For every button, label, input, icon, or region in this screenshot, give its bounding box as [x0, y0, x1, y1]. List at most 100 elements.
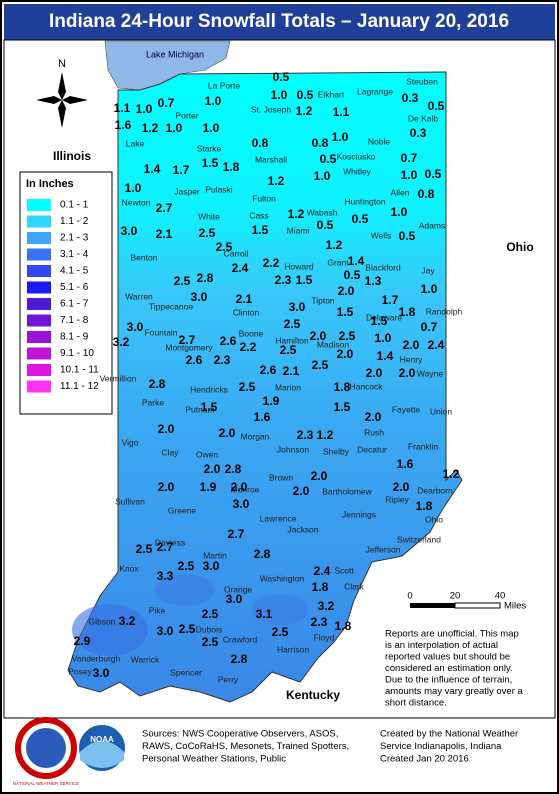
- snowfall-report: 2.0: [403, 338, 420, 352]
- county-name: Vanderburgh: [72, 653, 121, 663]
- snowfall-report: 2.0: [338, 284, 355, 298]
- county-name: Orange: [224, 584, 253, 594]
- disclaimer-line: considered an estimation only.: [385, 663, 513, 674]
- snowfall-report: 2.3: [311, 615, 328, 629]
- legend-label: 1.1 - 2: [60, 216, 89, 227]
- snowfall-report: 2.7: [179, 333, 196, 347]
- county-name: Grant: [327, 257, 349, 267]
- legend-swatch: [27, 364, 51, 376]
- snowfall-report: 1.4: [377, 349, 394, 363]
- snowfall-report: 1.0: [401, 168, 418, 182]
- snowfall-report: 2.5: [280, 343, 297, 357]
- county-name: Marshall: [255, 154, 287, 164]
- scale-label: 40: [495, 591, 506, 602]
- indiana: [67, 71, 463, 703]
- county-name: Union: [430, 406, 452, 416]
- credit-line: Created by the National Weather: [380, 729, 518, 740]
- county-name: Madison: [317, 339, 349, 349]
- county-name: Harrison: [277, 644, 309, 654]
- scale-segment: [454, 602, 501, 609]
- snowfall-report: 1.6: [254, 410, 271, 424]
- legend-label: 2.1 - 3: [60, 233, 89, 244]
- snowfall-report: 1.5: [201, 400, 218, 414]
- county-name: Lagrange: [357, 86, 393, 96]
- snowfall-report: 1.2: [296, 104, 313, 118]
- county-name: Dearborn: [417, 485, 453, 495]
- snowfall-report: 2.7: [157, 540, 174, 554]
- scale-segment: [410, 603, 455, 608]
- nws-text: NATIONAL WEATHER SERVICE: [13, 781, 79, 786]
- nws-logo: NATIONAL WEATHER SERVICE: [13, 717, 79, 786]
- snowfall-report: 3.0: [191, 290, 208, 304]
- nws-center: [26, 728, 66, 768]
- snowfall-report: 1.5: [202, 156, 219, 170]
- snowfall-report: 2.5: [216, 240, 233, 254]
- county-name: Benton: [131, 252, 158, 262]
- snowfall-report: 1.6: [115, 118, 132, 132]
- legend-label: 4.1 - 5: [60, 266, 89, 277]
- disclaimer-line: is an interpolation of actual: [385, 640, 498, 651]
- county-name: Morgan: [241, 431, 270, 441]
- county-name: Hendricks: [190, 384, 228, 394]
- county-name: Spencer: [170, 667, 202, 677]
- legend-label: 0.1 - 1: [60, 200, 89, 211]
- county-name: Putnam: [185, 404, 214, 414]
- snowfall-report: 2.3: [214, 353, 231, 367]
- legend-label: 6.1 - 7: [60, 299, 89, 310]
- legend-swatch: [27, 380, 51, 393]
- snowfall-report: 2.7: [156, 201, 173, 215]
- snowfall-report: 2.1: [236, 292, 253, 306]
- county-name: Kosciusko: [337, 151, 376, 161]
- snowfall-report: 2.2: [263, 256, 280, 270]
- scale-bar: [410, 602, 501, 609]
- snowfall-report: 1.0: [166, 121, 183, 135]
- snowfall-report: 1.0: [205, 94, 222, 108]
- snowfall-report: 0.5: [297, 88, 314, 102]
- legend-label: 8.1 - 9: [60, 332, 89, 343]
- county-name: Jay: [421, 265, 435, 275]
- snowfall-report: 1.0: [125, 181, 142, 195]
- snowfall-report: 2.6: [186, 353, 203, 367]
- heavy-snow-area: [252, 595, 308, 625]
- county-name: Perry: [218, 674, 239, 684]
- snowfall-report: 3.2: [318, 599, 335, 613]
- sources-line: Personal Weather Stations, Public: [142, 754, 286, 765]
- snowfall-report: 2.0: [158, 422, 175, 436]
- legend-swatch: [27, 314, 51, 327]
- snowfall-report: 1.7: [173, 163, 190, 177]
- legend-swatch: [27, 265, 51, 277]
- snowfall-report: 2.5: [312, 358, 329, 372]
- snowfall-report: 1.8: [312, 580, 329, 594]
- snowfall-report: 1.5: [337, 305, 354, 319]
- county-name: Gibson: [89, 616, 116, 626]
- snowfall-report: 3.0: [203, 559, 220, 573]
- snowfall-report: 3.0: [289, 300, 306, 314]
- county-name: Shelby: [323, 446, 350, 456]
- snowfall-report: 1.5: [252, 223, 269, 237]
- snowfall-report: 2.4: [314, 564, 331, 578]
- snowfall-report: 0.5: [428, 99, 445, 113]
- snowfall-report: 2.0: [204, 462, 221, 476]
- snowfall-report: 1.0: [136, 102, 153, 116]
- disclaimer-box: [380, 626, 540, 714]
- snowfall-report: 1.2: [142, 121, 159, 135]
- noaa-wave: [80, 741, 124, 768]
- county-name: Montgomery: [165, 342, 213, 352]
- county-name: Hancock: [349, 381, 383, 391]
- snowfall-report: 2.4: [232, 261, 249, 275]
- snowfall-report: 2.1: [283, 364, 300, 378]
- snowfall-report: 1.2: [443, 467, 460, 481]
- snowfall-report: 2.5: [272, 625, 289, 639]
- county-name: Newton: [122, 197, 151, 207]
- snowfall-report: 2.7: [228, 527, 245, 541]
- county-name: Monroe: [231, 484, 260, 494]
- legend-label: 5.1 - 6: [60, 282, 89, 293]
- compass: N: [36, 58, 88, 128]
- county-name: Clay: [161, 447, 179, 457]
- county-name: Crawford: [223, 634, 258, 644]
- legend-swatch: [27, 298, 51, 310]
- snowfall-report: 3.3: [157, 569, 174, 583]
- county-name: Henry: [400, 354, 423, 364]
- snowfall-report: 1.2: [317, 428, 334, 442]
- county-name: Lake: [126, 138, 145, 148]
